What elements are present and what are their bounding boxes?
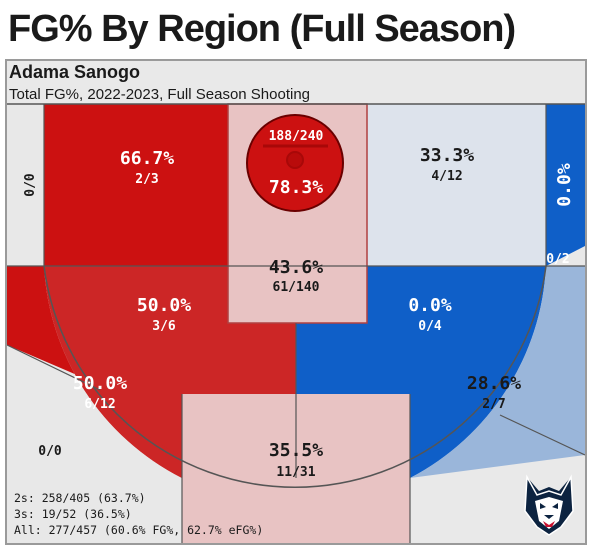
summary-threes: 3s: 19/52 (36.5%) xyxy=(14,507,132,521)
player-name: Adama Sanogo xyxy=(9,62,141,82)
label-right-corner-cnt: 0/2 xyxy=(546,252,569,267)
zone-right-baseline-2 xyxy=(367,104,546,266)
label-left-corner-cnt: 0/0 xyxy=(23,173,38,197)
summary-all: All: 277/457 (60.6% FG%, 62.7% eFG%) xyxy=(14,523,264,537)
label-right-wing-cnt: 2/7 xyxy=(482,397,505,412)
page-title: FG% By Region (Full Season) xyxy=(8,8,516,50)
label-left-wing-pct: 50.0% xyxy=(73,373,127,394)
label-left-deep-cnt: 0/0 xyxy=(38,444,62,459)
label-right-baseline-cnt: 4/12 xyxy=(431,169,462,184)
shooting-summary: 2s: 258/405 (63.7%) 3s: 19/52 (36.5%) Al… xyxy=(14,490,263,538)
label-left-baseline-pct: 66.7% xyxy=(120,148,174,169)
label-left-baseline-cnt: 2/3 xyxy=(135,172,158,187)
label-right-elbow-pct: 0.0% xyxy=(408,295,452,316)
hoop xyxy=(286,151,304,169)
label-top-key-pct: 35.5% xyxy=(269,440,323,461)
label-restricted-cnt: 188/240 xyxy=(269,129,324,144)
label-right-wing-pct: 28.6% xyxy=(467,373,521,394)
divider-right-wing xyxy=(499,414,585,456)
three-point-arc xyxy=(43,265,547,489)
label-right-baseline-pct: 33.3% xyxy=(420,145,474,166)
label-paint-pct: 43.6% xyxy=(269,257,323,278)
label-right-corner-pct: 0.0% xyxy=(554,163,575,207)
label-paint-cnt: 61/140 xyxy=(273,280,320,295)
summary-twos: 2s: 258/405 (63.7%) xyxy=(14,491,146,505)
zone-left-corner-3 xyxy=(7,104,44,266)
zone-right-wing-3 xyxy=(410,266,585,478)
zone-right-corner-3 xyxy=(546,104,585,266)
label-left-elbow-pct: 50.0% xyxy=(137,295,191,316)
label-top-key-cnt: 11/31 xyxy=(276,465,315,480)
chart-subtitle: Total FG%, 2022-2023, Full Season Shooti… xyxy=(9,86,311,103)
label-left-wing-cnt: 6/12 xyxy=(84,397,115,412)
zone-left-baseline-2 xyxy=(44,104,228,266)
label-restricted-pct: 78.3% xyxy=(269,177,323,198)
divider-left-wing xyxy=(7,344,101,391)
label-left-elbow-cnt: 3/6 xyxy=(152,319,176,334)
husky-head-icon xyxy=(524,474,574,536)
label-right-elbow-cnt: 0/4 xyxy=(418,319,442,334)
